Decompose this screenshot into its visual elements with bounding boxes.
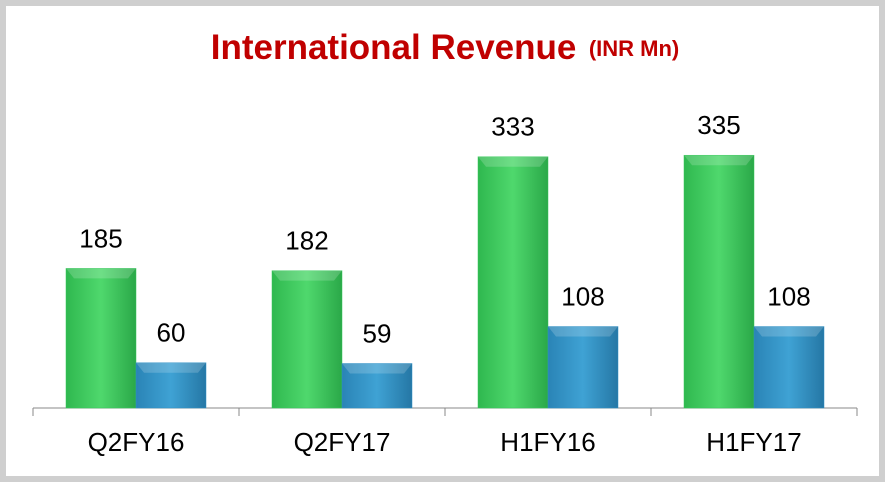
data-label: 60 (157, 318, 186, 348)
bar-bevel (754, 326, 824, 337)
data-label: 333 (491, 112, 534, 142)
bar-bevel (136, 362, 206, 373)
data-label: 59 (363, 318, 392, 348)
data-label: 335 (697, 110, 740, 140)
bar-bevel (684, 155, 754, 166)
bar (65, 268, 137, 409)
bar (341, 363, 413, 409)
x-tick-label: H1FY17 (706, 427, 801, 457)
bar (683, 154, 755, 409)
data-label: 108 (767, 281, 810, 311)
bar-bevel (272, 270, 342, 281)
bar (753, 326, 825, 409)
bar (477, 156, 549, 409)
bar-bevel (478, 156, 548, 167)
bar (547, 326, 619, 409)
bar (271, 270, 343, 409)
x-tick-label: H1FY16 (500, 427, 595, 457)
data-label: 185 (79, 223, 122, 253)
bar-bevel (66, 268, 136, 279)
title: International Revenue (211, 28, 577, 67)
bar (135, 362, 207, 409)
x-tick-label: Q2FY16 (88, 427, 185, 457)
chart-title: International Revenue (INR Mn) (211, 28, 680, 67)
data-label: 108 (561, 281, 604, 311)
bar-bevel (342, 363, 412, 374)
bar-bevel (548, 326, 618, 337)
data-label: 182 (285, 226, 328, 256)
x-tick-label: Q2FY17 (294, 427, 391, 457)
subtitle: (INR Mn) (589, 36, 679, 61)
